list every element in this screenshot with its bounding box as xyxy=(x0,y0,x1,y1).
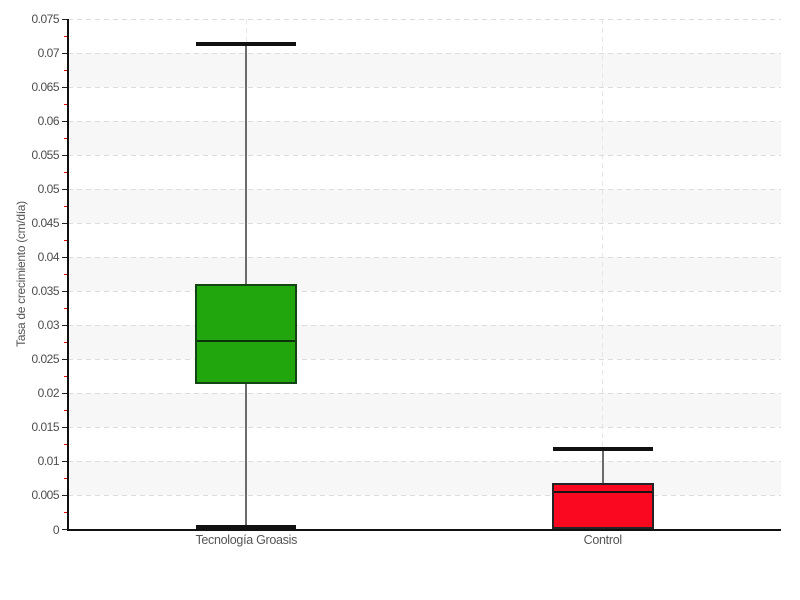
y-gridline xyxy=(68,324,781,326)
background-band xyxy=(68,393,781,428)
y-minor-tick xyxy=(64,477,68,479)
background-band xyxy=(68,325,781,360)
y-tick-label: 0 xyxy=(52,522,60,537)
y-minor-tick xyxy=(64,35,68,37)
y-axis-line xyxy=(67,19,69,531)
y-tick-label: 0.005 xyxy=(31,488,59,503)
y-minor-tick xyxy=(64,341,68,343)
y-minor-tick xyxy=(64,137,68,139)
y-major-tick xyxy=(62,120,68,122)
y-tick-label: 0.02 xyxy=(37,386,60,401)
y-major-tick xyxy=(62,358,68,360)
y-major-tick xyxy=(62,426,68,428)
y-gridline xyxy=(68,86,781,88)
y-minor-tick xyxy=(64,69,68,71)
y-gridline xyxy=(68,460,781,462)
y-minor-tick xyxy=(64,103,68,105)
background-band xyxy=(68,121,781,156)
y-tick-label: 0.065 xyxy=(31,80,59,95)
background-band xyxy=(68,461,781,496)
y-minor-tick xyxy=(64,205,68,207)
y-major-tick xyxy=(62,256,68,258)
y-axis-title: Tasa de crecimiento (cm/día) xyxy=(14,201,28,347)
y-gridline xyxy=(68,18,781,20)
y-major-tick xyxy=(62,494,68,496)
y-gridline xyxy=(68,222,781,224)
box-rect xyxy=(195,284,298,384)
y-minor-tick xyxy=(64,171,68,173)
y-tick-label: 0.06 xyxy=(37,114,60,129)
y-gridline xyxy=(68,426,781,428)
y-minor-tick xyxy=(64,409,68,411)
y-tick-label: 0.015 xyxy=(31,420,59,435)
whisker-cap-bottom xyxy=(196,524,297,529)
y-gridline xyxy=(68,120,781,122)
y-gridline xyxy=(68,256,781,258)
y-minor-tick xyxy=(64,307,68,309)
y-minor-tick xyxy=(64,273,68,275)
y-minor-tick xyxy=(64,443,68,445)
whisker-cap-top xyxy=(552,446,653,451)
median-line xyxy=(197,339,296,342)
y-tick-label: 0.075 xyxy=(31,12,59,26)
y-major-tick xyxy=(62,460,68,462)
y-major-tick xyxy=(62,52,68,54)
y-major-tick xyxy=(62,18,68,20)
median-line xyxy=(553,491,652,494)
y-tick-label: 0.04 xyxy=(37,250,60,265)
y-major-tick xyxy=(62,222,68,224)
x-category-label: Tecnología Groasis xyxy=(195,532,298,547)
y-minor-tick xyxy=(64,375,68,377)
y-major-tick xyxy=(62,188,68,190)
category-gridline xyxy=(602,19,604,530)
y-major-tick xyxy=(62,290,68,292)
y-tick-label: 0.03 xyxy=(37,318,60,333)
box-rect xyxy=(551,482,654,530)
x-axis-line xyxy=(68,528,781,531)
y-major-tick xyxy=(62,86,68,88)
y-gridline xyxy=(68,358,781,360)
y-major-tick xyxy=(62,324,68,326)
y-tick-label: 0.045 xyxy=(31,216,59,231)
y-tick-label: 0.07 xyxy=(37,46,60,61)
whisker-cap-top xyxy=(196,42,297,47)
y-minor-tick xyxy=(64,239,68,241)
y-gridline xyxy=(68,494,781,496)
y-tick-label: 0.025 xyxy=(31,352,59,367)
y-gridline xyxy=(68,52,781,54)
x-category-label: Control xyxy=(583,532,623,547)
y-major-tick xyxy=(62,529,68,530)
y-major-tick xyxy=(62,392,68,394)
y-tick-label: 0.05 xyxy=(37,182,60,197)
y-gridline xyxy=(68,392,781,394)
background-band xyxy=(68,189,781,224)
background-band xyxy=(68,257,781,292)
background-band xyxy=(68,53,781,88)
y-gridline xyxy=(68,290,781,292)
y-gridline xyxy=(68,188,781,190)
y-gridline xyxy=(68,154,781,156)
y-tick-label: 0.055 xyxy=(31,148,59,163)
y-minor-tick xyxy=(64,511,68,513)
y-tick-label: 0.01 xyxy=(37,454,60,469)
y-tick-label: 0.035 xyxy=(31,284,59,299)
y-major-tick xyxy=(62,154,68,156)
